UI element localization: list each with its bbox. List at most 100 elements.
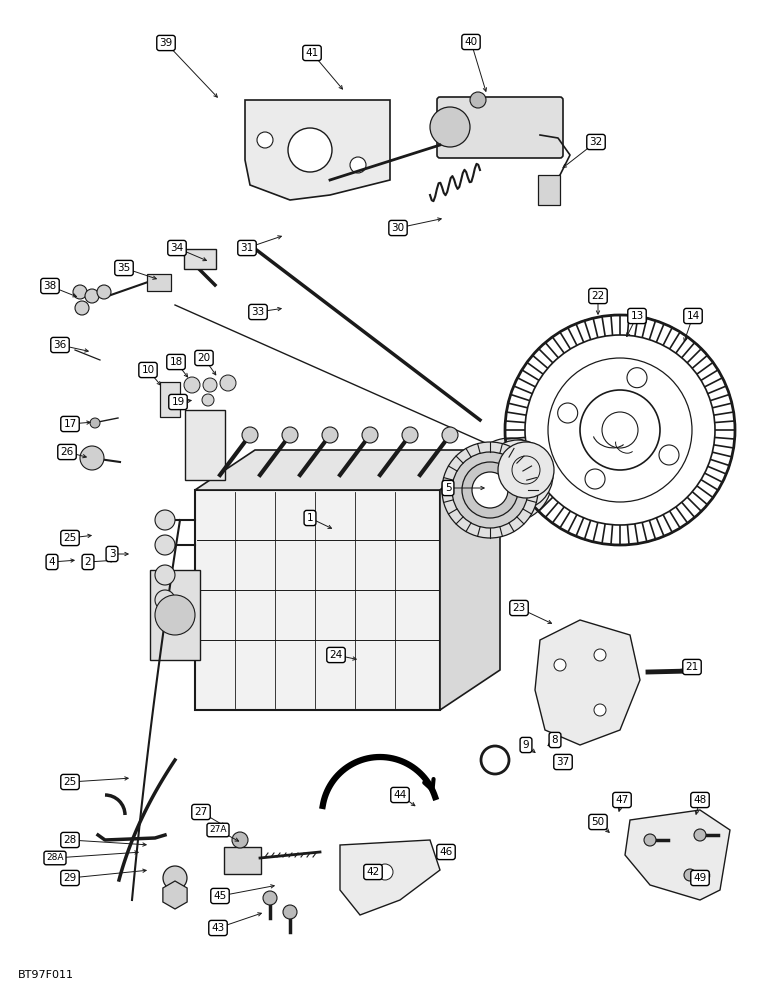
Circle shape	[472, 472, 508, 508]
Text: 35: 35	[117, 263, 130, 273]
Circle shape	[442, 442, 538, 538]
Text: 26: 26	[60, 447, 73, 457]
Circle shape	[585, 469, 605, 489]
Circle shape	[525, 335, 715, 525]
Circle shape	[257, 132, 273, 148]
Polygon shape	[195, 450, 500, 490]
Text: 23: 23	[513, 603, 526, 613]
FancyBboxPatch shape	[437, 97, 563, 158]
Text: 40: 40	[465, 37, 478, 47]
Circle shape	[644, 834, 656, 846]
Text: 20: 20	[198, 353, 211, 363]
Circle shape	[483, 440, 553, 510]
Text: 19: 19	[171, 397, 185, 407]
Circle shape	[594, 649, 606, 661]
Text: 1: 1	[306, 513, 313, 523]
Polygon shape	[163, 881, 187, 909]
Circle shape	[242, 427, 258, 443]
Circle shape	[452, 452, 528, 528]
Circle shape	[75, 301, 89, 315]
Circle shape	[557, 403, 577, 423]
Circle shape	[163, 866, 187, 890]
Circle shape	[85, 289, 99, 303]
Text: 44: 44	[394, 790, 407, 800]
Text: 30: 30	[391, 223, 405, 233]
Text: 43: 43	[212, 923, 225, 933]
Text: 28A: 28A	[46, 854, 64, 862]
FancyBboxPatch shape	[160, 382, 180, 417]
Circle shape	[232, 832, 248, 848]
Text: 4: 4	[49, 557, 56, 567]
Text: 13: 13	[631, 311, 644, 321]
Circle shape	[282, 427, 298, 443]
Text: 24: 24	[330, 650, 343, 660]
Circle shape	[203, 378, 217, 392]
Circle shape	[155, 590, 175, 610]
Text: 36: 36	[53, 340, 66, 350]
Circle shape	[155, 595, 195, 635]
Text: 17: 17	[63, 419, 76, 429]
Polygon shape	[625, 810, 730, 900]
Text: 22: 22	[591, 291, 604, 301]
Circle shape	[554, 659, 566, 671]
FancyBboxPatch shape	[538, 175, 560, 205]
Text: 8: 8	[552, 735, 558, 745]
Circle shape	[580, 390, 660, 470]
Text: 46: 46	[439, 847, 452, 857]
Text: 27: 27	[195, 807, 208, 817]
Polygon shape	[245, 100, 390, 200]
Circle shape	[462, 462, 518, 518]
Text: 41: 41	[306, 48, 319, 58]
Text: 42: 42	[367, 867, 380, 877]
Circle shape	[659, 445, 679, 465]
Circle shape	[377, 864, 393, 880]
Text: 47: 47	[615, 795, 628, 805]
Circle shape	[470, 92, 486, 108]
FancyBboxPatch shape	[184, 249, 216, 269]
Circle shape	[684, 869, 696, 881]
Circle shape	[155, 565, 175, 585]
Circle shape	[288, 128, 332, 172]
Text: 25: 25	[63, 533, 76, 543]
Text: 37: 37	[557, 757, 570, 767]
Text: 18: 18	[169, 357, 183, 367]
Circle shape	[283, 905, 297, 919]
Text: 31: 31	[240, 243, 254, 253]
Circle shape	[498, 442, 554, 498]
Text: 29: 29	[63, 873, 76, 883]
FancyBboxPatch shape	[185, 410, 225, 480]
Text: 33: 33	[252, 307, 265, 317]
Text: 21: 21	[686, 662, 699, 672]
Text: 48: 48	[693, 795, 706, 805]
Circle shape	[362, 427, 378, 443]
Circle shape	[155, 535, 175, 555]
Circle shape	[627, 368, 647, 388]
Circle shape	[263, 891, 277, 905]
Circle shape	[90, 418, 100, 428]
Text: 9: 9	[523, 740, 530, 750]
Circle shape	[402, 427, 418, 443]
Text: 27A: 27A	[209, 826, 227, 834]
Text: 39: 39	[159, 38, 173, 48]
Circle shape	[468, 438, 552, 522]
Text: 5: 5	[445, 483, 452, 493]
Text: 38: 38	[43, 281, 56, 291]
FancyBboxPatch shape	[147, 274, 171, 291]
Text: 14: 14	[686, 311, 699, 321]
Circle shape	[594, 704, 606, 716]
FancyBboxPatch shape	[224, 847, 261, 874]
Circle shape	[155, 510, 175, 530]
Text: 10: 10	[141, 365, 154, 375]
Circle shape	[184, 377, 200, 393]
Polygon shape	[340, 840, 440, 915]
Circle shape	[350, 157, 366, 173]
Text: 34: 34	[171, 243, 184, 253]
FancyBboxPatch shape	[195, 490, 440, 710]
Circle shape	[322, 427, 338, 443]
Text: 3: 3	[109, 549, 115, 559]
Circle shape	[430, 107, 470, 147]
Polygon shape	[535, 620, 640, 745]
Circle shape	[694, 829, 706, 841]
Text: 49: 49	[693, 873, 706, 883]
Circle shape	[202, 394, 214, 406]
